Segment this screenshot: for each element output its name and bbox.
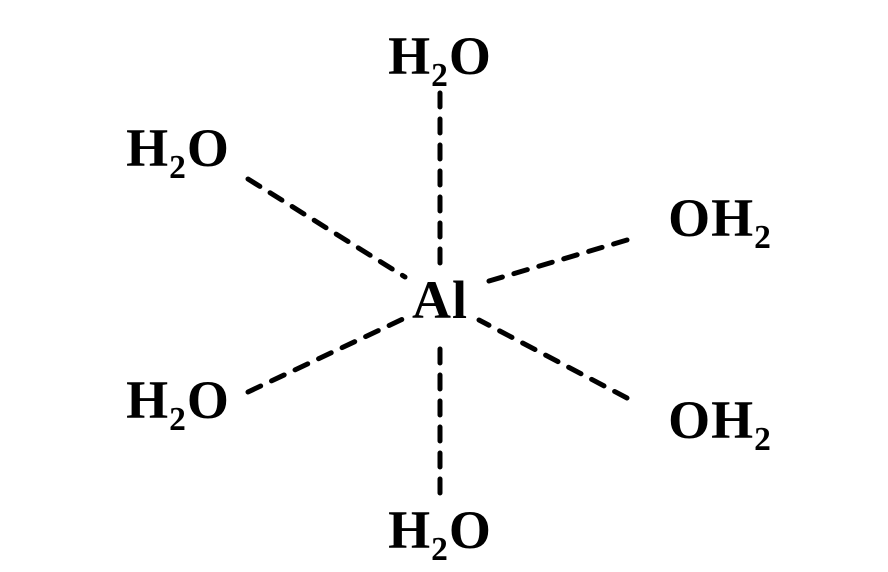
- bond-upper-left: [248, 179, 405, 277]
- ligand-lower-right: OH2: [668, 389, 772, 451]
- center-atom: Al: [412, 269, 468, 331]
- ligand-lower-left: H2O: [126, 369, 230, 431]
- ligand-upper-left: H2O: [126, 117, 230, 179]
- bond-lower-right: [479, 320, 627, 398]
- ligand-upper-right: OH2: [668, 187, 772, 249]
- ligand-top: H2O: [388, 25, 492, 87]
- bond-lower-left: [248, 318, 405, 392]
- bond-upper-right: [479, 240, 627, 284]
- ligand-bottom: H2O: [388, 499, 492, 561]
- structure-diagram: Al H2O H2O H2O H2O OH2 OH2: [0, 0, 888, 572]
